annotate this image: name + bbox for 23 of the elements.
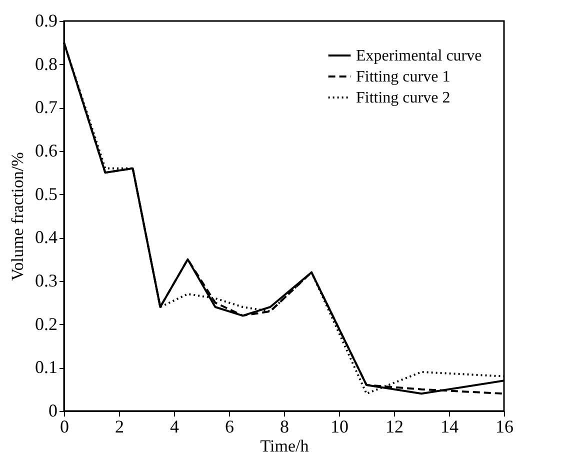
x-tick-label: 14: [440, 416, 458, 436]
y-tick-label: 0: [48, 400, 58, 420]
y-tick-label: 0.5: [35, 184, 58, 204]
y-tick-label: 0.7: [35, 97, 58, 118]
y-tick-label: 0.4: [35, 227, 58, 248]
x-tick-label: 4: [170, 416, 179, 436]
x-tick-label: 16: [496, 416, 514, 436]
x-tick-label: 2: [115, 416, 124, 436]
x-tick-label: 10: [330, 416, 348, 436]
legend-label: Experimental curve: [356, 48, 482, 64]
x-axis-title: Time/h: [260, 436, 310, 456]
x-tick-label: 6: [225, 416, 234, 436]
y-tick-label: 0.2: [35, 314, 58, 334]
y-tick-label: 0.3: [35, 270, 58, 290]
x-tick-label: 12: [386, 416, 404, 436]
y-tick-label: 0.6: [35, 140, 58, 160]
y-tick-label: 0.8: [35, 54, 58, 74]
legend-label: Fitting curve 1: [356, 68, 450, 86]
x-tick-label: 8: [280, 416, 289, 436]
y-tick-label: 0.9: [35, 10, 58, 30]
y-axis-title: Volume fraction/%: [8, 152, 27, 281]
y-tick-label: 0.1: [35, 357, 58, 378]
legend-label: Fitting curve 2: [356, 90, 450, 106]
